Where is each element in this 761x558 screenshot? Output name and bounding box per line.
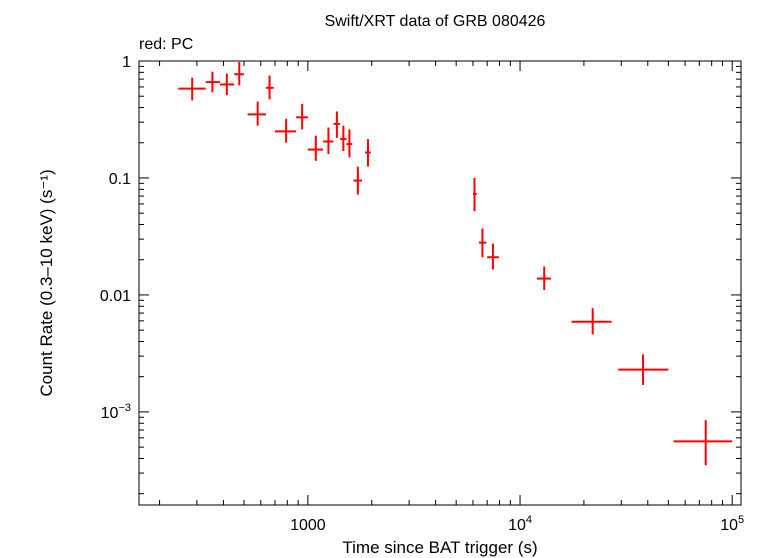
data-point (296, 103, 308, 130)
data-point (219, 73, 235, 96)
tick-label: 105 (720, 514, 744, 534)
data-point (571, 308, 612, 335)
data-point (478, 228, 487, 258)
tick-label: 104 (508, 514, 532, 534)
data-point (274, 118, 297, 143)
tick-label: 1000 (290, 517, 326, 534)
data-point (536, 266, 552, 291)
data-point (353, 166, 363, 195)
data-points (178, 62, 733, 466)
axis-ticks (139, 60, 741, 505)
data-point (618, 354, 669, 385)
chart-title: Swift/XRT data of GRB 080426 (325, 13, 546, 30)
data-point (472, 177, 477, 212)
data-point (487, 243, 499, 270)
data-point (365, 139, 371, 167)
x-axis-label: Time since BAT trigger (s) (342, 538, 537, 557)
data-point (323, 127, 334, 155)
axis-tick-labels: 1000 104 105 1 0.1 0.01 10−3 (100, 54, 744, 534)
data-point (673, 420, 733, 466)
tick-label: 1 (122, 54, 131, 71)
data-point (205, 71, 220, 93)
data-point (307, 135, 324, 161)
data-point (333, 111, 341, 138)
data-point (234, 62, 244, 86)
chart-subtitle: red: PC (139, 36, 193, 53)
y-axis-label: Count Rate (0.3–10 keV) (s⁻¹) (37, 169, 56, 396)
data-point (178, 77, 206, 101)
data-point (340, 125, 347, 152)
tick-label: 0.1 (109, 171, 131, 188)
tick-label: 10−3 (101, 402, 131, 422)
plot-frame (138, 60, 742, 506)
data-point (266, 75, 274, 100)
tick-label: 0.01 (100, 288, 131, 305)
data-point (247, 101, 267, 126)
data-point (346, 129, 353, 158)
